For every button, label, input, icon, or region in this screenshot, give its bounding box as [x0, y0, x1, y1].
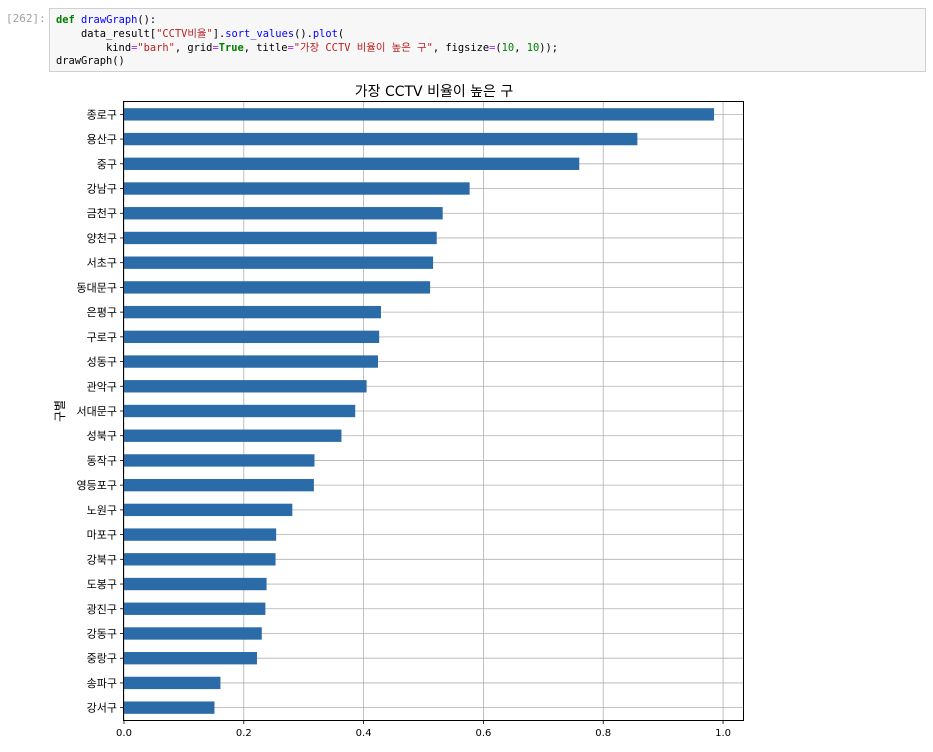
- bar: [124, 404, 356, 418]
- y-tick-label: 은평구: [87, 306, 117, 319]
- y-tick-label: 동작구: [87, 454, 117, 467]
- bar: [124, 157, 580, 170]
- barh-chart: 가장 CCTV 비율이 높은 구 종로구용산구중구강남구금천구양천구서초구동대문…: [53, 84, 744, 739]
- bar: [124, 231, 437, 245]
- x-tick-label: 0.4: [356, 728, 372, 739]
- code-text: def drawGraph(): data_result["CCTV비율"].s…: [56, 14, 558, 68]
- bar: [124, 207, 443, 220]
- x-tick-label: 0.0: [116, 728, 132, 739]
- bar: [124, 256, 434, 269]
- bar: [124, 454, 315, 467]
- y-tick-label: 마포구: [87, 529, 117, 542]
- y-tick-label: 노원구: [87, 504, 117, 517]
- x-tick-label: 0.8: [595, 728, 611, 739]
- chart-title: 가장 CCTV 비율이 높은 구: [355, 84, 514, 100]
- bar: [124, 380, 367, 393]
- bar: [124, 652, 257, 665]
- cell-prompt: [262]:: [6, 12, 46, 25]
- y-tick-label: 용산구: [87, 133, 117, 146]
- y-tick-labels: 종로구용산구중구강남구금천구양천구서초구동대문구은평구구로구성동구관악구서대문구…: [77, 108, 124, 715]
- bar: [124, 627, 262, 640]
- y-tick-label: 중구: [97, 158, 117, 171]
- bar: [124, 429, 342, 442]
- y-tick-label: 동대문구: [77, 281, 117, 294]
- bar: [124, 132, 638, 146]
- bar: [124, 305, 381, 319]
- y-tick-label: 송파구: [87, 677, 117, 690]
- y-tick-label: 강동구: [87, 627, 117, 640]
- y-axis-label: 구별: [53, 400, 67, 422]
- y-tick-label: 서초구: [87, 257, 117, 270]
- y-tick-label: 강서구: [87, 702, 117, 715]
- y-tick-label: 도봉구: [87, 578, 117, 591]
- bar: [124, 602, 266, 615]
- bar: [124, 577, 267, 591]
- y-tick-label: 성북구: [87, 430, 117, 443]
- y-tick-label: 강남구: [87, 183, 117, 196]
- y-tick-label: 종로구: [87, 108, 117, 121]
- bars: [124, 108, 715, 714]
- y-tick-label: 강북구: [87, 553, 117, 566]
- x-tick-labels: 0.0 0.2 0.4 0.6 0.8 1.0: [116, 720, 731, 739]
- bar: [124, 553, 276, 566]
- y-tick-label: 영등포구: [77, 479, 117, 492]
- bar: [124, 503, 293, 517]
- code-cell[interactable]: def drawGraph(): data_result["CCTV비율"].s…: [49, 8, 926, 72]
- y-tick-label: 구로구: [87, 331, 117, 344]
- x-tick-label: 1.0: [715, 728, 731, 739]
- bar: [124, 355, 378, 368]
- x-tick-label: 0.2: [236, 728, 252, 739]
- y-tick-label: 관악구: [87, 380, 117, 393]
- y-tick-label: 중랑구: [87, 652, 117, 665]
- y-tick-label: 금천구: [87, 206, 117, 220]
- bar: [124, 478, 314, 492]
- bar: [124, 330, 380, 344]
- bar: [124, 108, 715, 121]
- bar: [124, 701, 215, 714]
- y-tick-label: 광진구: [87, 603, 117, 616]
- x-tick-label: 0.6: [475, 728, 491, 739]
- y-tick-label: 서대문구: [77, 405, 117, 418]
- bar: [124, 676, 221, 690]
- bar: [124, 182, 470, 195]
- bar: [124, 528, 277, 541]
- y-tick-label: 양천구: [87, 231, 117, 245]
- y-tick-label: 성동구: [87, 356, 117, 369]
- bar: [124, 281, 431, 294]
